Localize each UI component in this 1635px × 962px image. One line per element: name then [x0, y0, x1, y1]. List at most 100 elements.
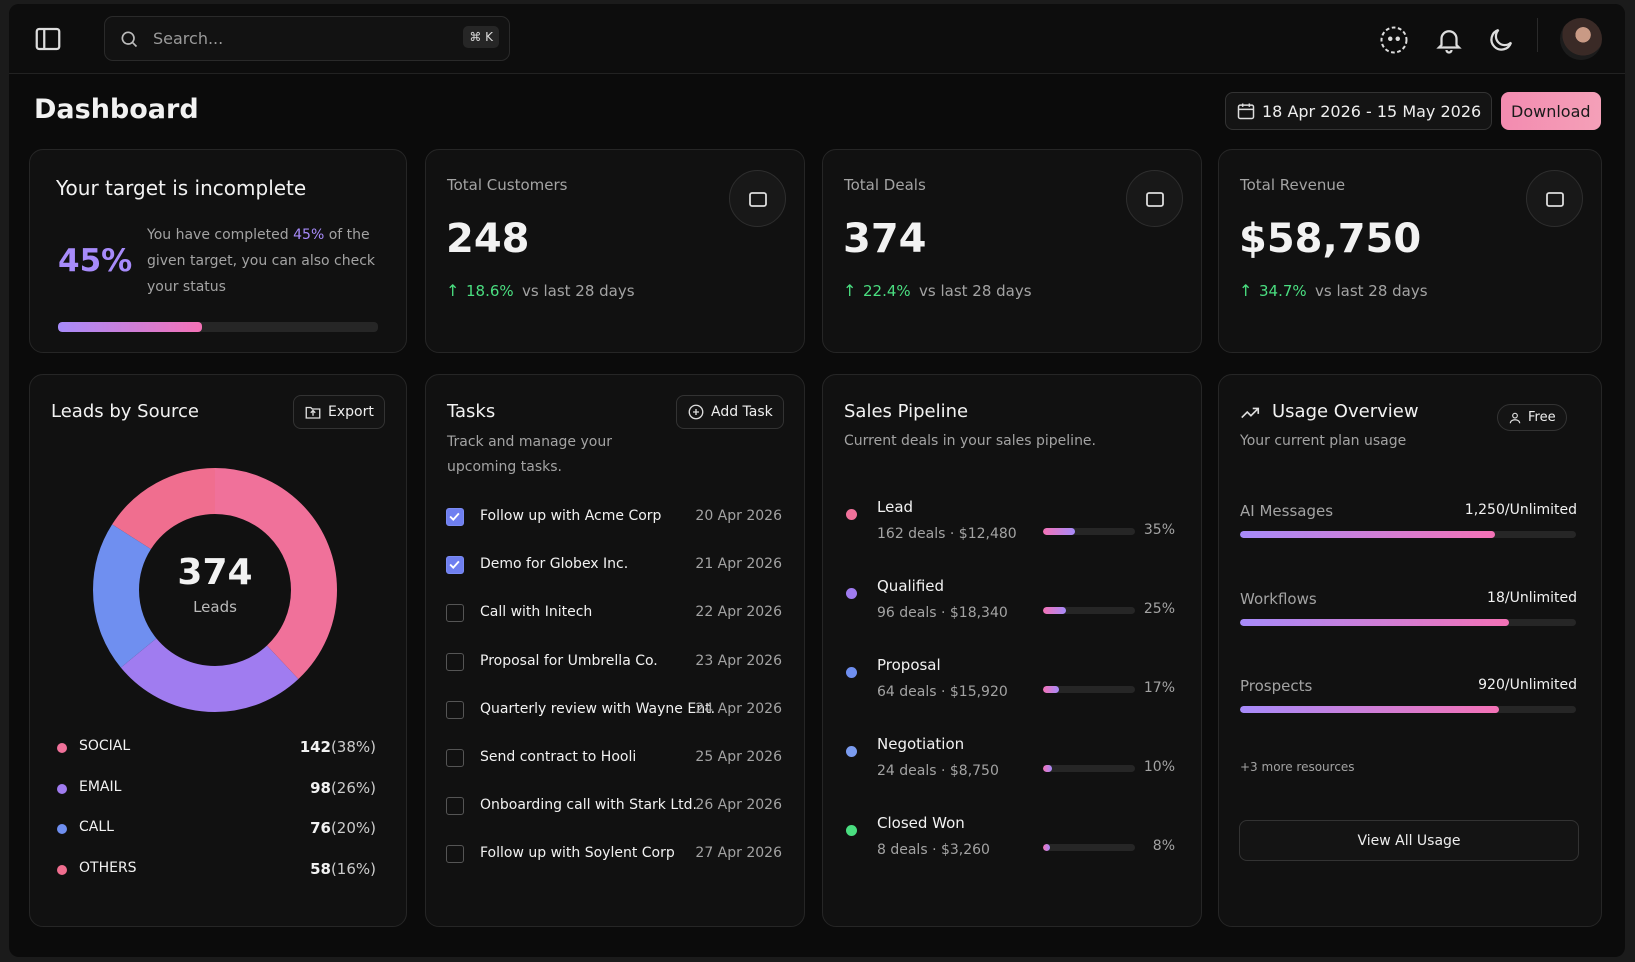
task-label: Onboarding call with Stark Ltd.	[480, 797, 697, 814]
stat-value: $58,750	[1239, 216, 1422, 262]
search-box[interactable]: Search... ⌘ K	[104, 16, 510, 61]
view-usage-button[interactable]: View All Usage	[1239, 820, 1579, 861]
stat-change: 18.6%	[466, 282, 514, 300]
app: Search... ⌘ K Dashboard 18 Apr 2026 - 15…	[9, 4, 1625, 957]
legend-percent: (26%)	[330, 778, 376, 797]
stage-fill	[1043, 528, 1076, 535]
legend-dot	[57, 864, 67, 875]
task-checkbox[interactable]	[446, 508, 464, 526]
icon-shape	[1146, 192, 1164, 207]
sidebar-toggle[interactable]	[33, 24, 63, 54]
task-checkbox[interactable]	[446, 797, 464, 816]
task-date: 25 Apr 2026	[695, 749, 782, 765]
task-date: 27 Apr 2026	[695, 845, 782, 862]
stat-value: 374	[843, 216, 927, 262]
view-usage-label: View All Usage	[1357, 832, 1461, 849]
target-progress-fill	[58, 322, 202, 332]
legend-count: 142	[299, 738, 331, 756]
task-checkbox[interactable]	[446, 749, 464, 767]
task-date: 23 Apr 2026	[695, 652, 782, 669]
task-label: Send contract to Hooli	[480, 749, 637, 765]
usage-track	[1240, 531, 1576, 538]
stage-track	[1043, 765, 1135, 772]
icon-shape	[1546, 192, 1564, 207]
task-checkbox[interactable]	[446, 604, 464, 623]
stat-title: Total Customers	[447, 176, 568, 194]
stat-change: 22.4%	[863, 282, 911, 300]
usage-fill	[1240, 618, 1509, 626]
usage-title: Usage Overview	[1272, 401, 1419, 422]
donut-chart: 374 Leads	[93, 468, 337, 712]
download-button[interactable]: Download	[1501, 92, 1601, 130]
usage-card: Usage Overview Free Your current plan us…	[1218, 374, 1602, 927]
stat-title: Total Revenue	[1240, 176, 1346, 194]
usage-track	[1240, 618, 1576, 626]
usage-fill	[1240, 531, 1496, 538]
usage-subtitle: Your current plan usage	[1240, 433, 1407, 449]
leads-title: Leads by Source	[51, 401, 199, 422]
stage-dot	[846, 509, 857, 520]
stage-track	[1043, 607, 1135, 614]
legend-count: 58	[310, 859, 331, 878]
stage-dot	[846, 825, 857, 836]
task-checkbox[interactable]	[446, 700, 464, 719]
stat-card: Total Revenue $58,750 ↑ 34.7% vs last 28 day…	[1218, 149, 1602, 353]
task-date: 24 Apr 2026	[695, 700, 782, 717]
stat-card: Total Deals 374 ↑ 22.4% vs last 28 days	[822, 149, 1202, 353]
task-checkbox[interactable]	[446, 556, 464, 575]
divider	[1537, 18, 1538, 52]
task-label: Call with Initech	[480, 604, 593, 621]
task-checkbox[interactable]	[446, 652, 464, 671]
stat-compare: vs last 28 days	[1315, 282, 1428, 300]
legend-count: 76	[310, 819, 331, 837]
check-mark	[449, 560, 460, 570]
notifications[interactable]	[1434, 25, 1464, 55]
export-button[interactable]: Export	[293, 395, 385, 429]
legend-name: OTHERS	[79, 859, 137, 876]
stage-percent: 10%	[1143, 759, 1175, 775]
theme-toggle[interactable]	[1486, 25, 1516, 55]
stat-change: 34.7%	[1259, 282, 1307, 300]
date-range[interactable]: 18 Apr 2026 - 15 May 2026	[1225, 92, 1493, 130]
stage-dot	[846, 667, 857, 678]
stat-title: Total Deals	[844, 176, 926, 194]
tasks-card: Tasks Track and manage your upcoming tas…	[425, 374, 805, 927]
task-checkbox[interactable]	[446, 845, 464, 864]
task-label: Demo for Globex Inc.	[480, 556, 629, 573]
date-range-text: 18 Apr 2026 - 15 May 2026	[1262, 101, 1482, 121]
usage-more[interactable]: +3 more resources	[1240, 760, 1355, 774]
stat-card: Total Customers 248 ↑ 18.6% vs last 28 days	[425, 149, 805, 353]
stat-icon-glyph	[749, 192, 767, 207]
stage-name: Lead	[877, 498, 914, 516]
stat-compare: vs last 28 days	[919, 282, 1032, 300]
stage-percent: 17%	[1143, 680, 1175, 696]
donut-segment	[93, 468, 337, 712]
usage-value: 18/Unlimited	[1487, 589, 1577, 606]
legend-dot	[57, 824, 67, 834]
status-icon[interactable]	[1379, 25, 1409, 55]
donut-segment	[93, 468, 337, 712]
check-path	[449, 560, 460, 570]
target-text-before: You have completed	[147, 227, 289, 243]
target-card: Your target is incomplete 45% You have c…	[29, 149, 407, 353]
topbar: Search... ⌘ K	[9, 4, 1625, 74]
stage-detail: 64 deals · $15,920	[877, 684, 1008, 700]
stage-fill	[1043, 607, 1066, 614]
legend-percent: (20%)	[330, 819, 376, 837]
add-task-label: Add Task	[711, 404, 773, 420]
avatar[interactable]	[1560, 18, 1602, 60]
plan-label: Free	[1528, 410, 1556, 425]
task-label: Proposal for Umbrella Co.	[480, 652, 658, 669]
target-text-after: of the given target, you can also check …	[147, 227, 376, 295]
stage-track	[1043, 686, 1135, 693]
tasks-title: Tasks	[447, 401, 496, 422]
stage-detail: 24 deals · $8,750	[877, 763, 999, 779]
check-path	[449, 512, 460, 521]
target-progress-track	[58, 322, 378, 332]
export-icon	[305, 406, 321, 419]
add-task-button[interactable]: Add Task	[676, 395, 784, 429]
stat-arrow: ↑	[446, 281, 460, 300]
stage-fill	[1043, 844, 1051, 851]
